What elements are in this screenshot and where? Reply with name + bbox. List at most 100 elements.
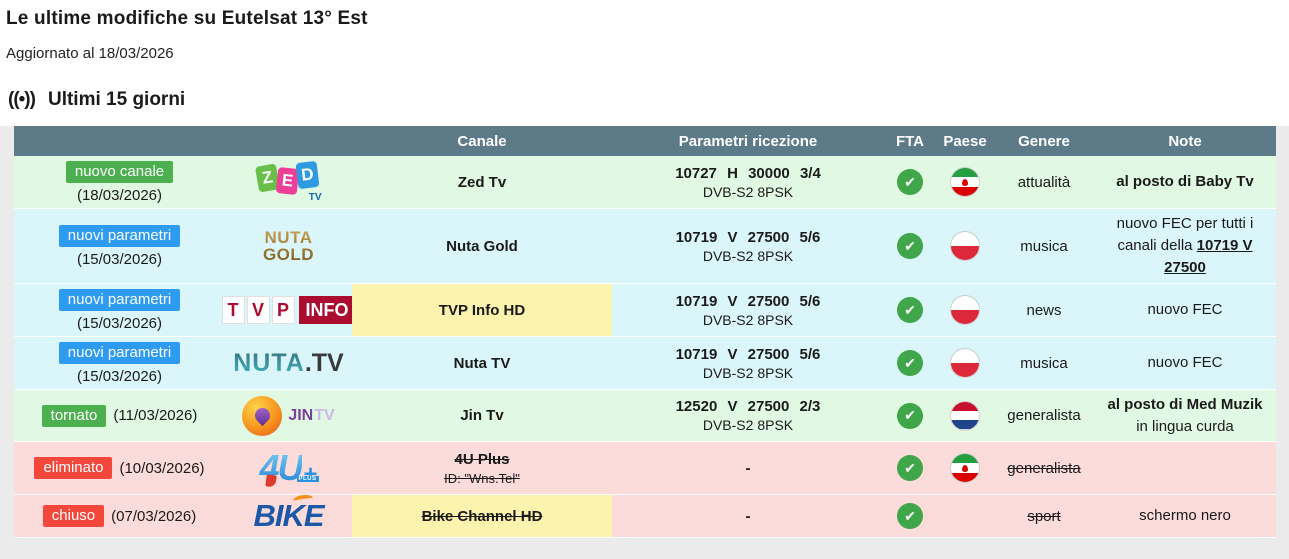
flag-poland-icon [951,296,979,324]
channel-cell: 4U Plus ID: "Wns.Tel" [352,442,612,494]
logo-cell: 4U + PLUS [225,442,352,494]
status-cell: eliminato (10/03/2026) [14,442,225,494]
country-cell [936,495,994,537]
note-text: nuovo FEC [1145,350,1224,376]
updated-date: Aggiornato al 18/03/2026 [6,45,174,62]
params-cell: - [612,495,884,537]
note-segment: nuovo FEC [1147,301,1223,319]
genre-label: sport [1027,507,1061,525]
page-title: Le ultime modifiche su Eutelsat 13° Est [6,8,368,29]
channel-name: Jin Tv [460,407,504,424]
broadcast-icon: ((•)) [8,89,36,110]
genre-label: musica [1020,237,1068,255]
genre-cell: generalista [994,390,1094,441]
fta-check-icon: ✔ [897,455,923,481]
status-cell: tornato (11/03/2026) [14,390,225,441]
channel-cell: Bike Channel HD [352,495,612,537]
zed-letter: E [275,166,299,196]
reception-params: - [745,507,751,525]
bike-logo: BIKE [241,493,337,537]
note-segment: al posto di Baby Tv [1116,173,1254,191]
channel-cell: Nuta TV [352,337,612,389]
channel-name: Zed Tv [457,173,507,191]
section-header: ((•)) Ultimi 15 giorni [8,89,1289,111]
row-date: (11/03/2026) [113,407,198,424]
note-segment: schermo nero [1139,507,1231,525]
channel-name: Bike Channel HD [421,507,543,525]
status-badge: nuovi parametri [58,288,181,311]
table-header-row: Canale Parametri ricezione FTA Paese Gen… [14,126,1276,156]
genre-cell: sport [994,495,1094,537]
nutagold-line2: GOLD [262,245,315,264]
fta-check-icon: ✔ [897,233,923,259]
changes-table: Canale Parametri ricezione FTA Paese Gen… [14,126,1276,538]
fta-cell: ✔ [884,284,936,336]
tvp-letter: T [221,296,245,324]
channel-name: Nuta Gold [446,237,518,255]
status-cell: nuovi parametri (15/03/2026) [14,209,225,283]
jin-flame-icon [242,395,283,436]
zed-tv-label: TV [308,192,322,203]
jin-tv-label: TV [314,406,335,424]
genre-cell: news [994,284,1094,336]
status-badge: nuovo canale [65,160,174,183]
iran-emblem-icon [962,179,968,186]
reception-params: 10727 H 30000 3/4 [675,164,821,182]
flag-netherlands-icon [951,401,979,430]
table-row: tornato (11/03/2026) JINTV Jin Tv 12520 V 27… [14,390,1276,442]
row-date: (07/03/2026) [111,507,197,525]
4u-plus-label: PLUS [296,476,319,482]
table-row: nuovi parametri (15/03/2026) NUTA .TV Nuta T… [14,337,1276,390]
fta-check-icon: ✔ [897,503,923,529]
country-cell [936,156,994,208]
country-cell [936,442,994,494]
channel-name: Nuta TV [453,354,511,372]
params-cell: 12520 V 27500 2/3 DVB-S2 8PSK [612,390,884,441]
genre-cell: generalista [994,442,1094,494]
note-text [1183,466,1187,470]
tvp-info-box: INFO [298,296,356,324]
logo-cell: Z E D TV [225,156,352,208]
tvp-letter: P [271,296,295,324]
zed-logo: Z E D TV [254,159,324,205]
flag-poland-icon [951,232,979,260]
reception-params: 10719 V 27500 5/6 [675,292,821,310]
frequency-link[interactable]: 10719 V 27500 [1164,237,1253,276]
genre-label: attualità [1017,173,1071,191]
status-cell: nuovi parametri (15/03/2026) [14,337,225,389]
logo-cell: BIKE [225,493,352,537]
status-badge: eliminato [34,457,113,479]
status-cell: nuovi parametri (15/03/2026) [14,284,225,336]
column-header-genere: Genere [1018,132,1070,150]
fta-check-icon: ✔ [897,350,923,376]
fta-check-icon: ✔ [897,402,923,429]
channel-id: ID: "Wns.Tel" [444,470,520,486]
column-header-parametri: Parametri ricezione [678,132,818,150]
genre-label: news [1026,301,1062,319]
4u-plus-sign: + PLUS [296,461,319,488]
params-cell: 10719 V 27500 5/6 DVB-S2 8PSK [612,284,884,336]
country-cell [936,390,994,441]
note-text: nuovo FEC per tutti i canali della 10719… [1094,211,1276,280]
status-badge: nuovi parametri [58,341,181,364]
logo-cell: T V P INFO [221,284,356,336]
note-segment: nuovo FEC [1147,354,1223,372]
status-cell: chiuso (07/03/2026) [14,495,225,537]
table-row: eliminato (10/03/2026) 4U + PLUS 4U Plus ID: "… [14,442,1276,495]
note-segment: nuovo FEC per tutti i canali della [1116,215,1254,255]
bike-label: BIKE [253,498,324,533]
fta-check-icon: ✔ [897,169,923,195]
genre-label: musica [1020,354,1068,372]
params-cell: 10719 V 27500 5/6 DVB-S2 8PSK [612,337,884,389]
column-header-paese: Paese [943,132,987,150]
genre-label: generalista [1007,459,1081,477]
note-cell [1094,442,1276,494]
note-text: al posto di Baby Tv [1114,169,1256,195]
row-date: (18/03/2026) [76,186,163,204]
genre-cell: attualità [994,156,1094,208]
page-header: Le ultime modifiche su Eutelsat 13° Est … [0,0,1289,126]
fta-cell: ✔ [884,495,936,537]
column-header-status [14,126,225,156]
row-date: (15/03/2026) [76,367,163,385]
note-segment: al posto di Med Muzik [1107,395,1263,413]
